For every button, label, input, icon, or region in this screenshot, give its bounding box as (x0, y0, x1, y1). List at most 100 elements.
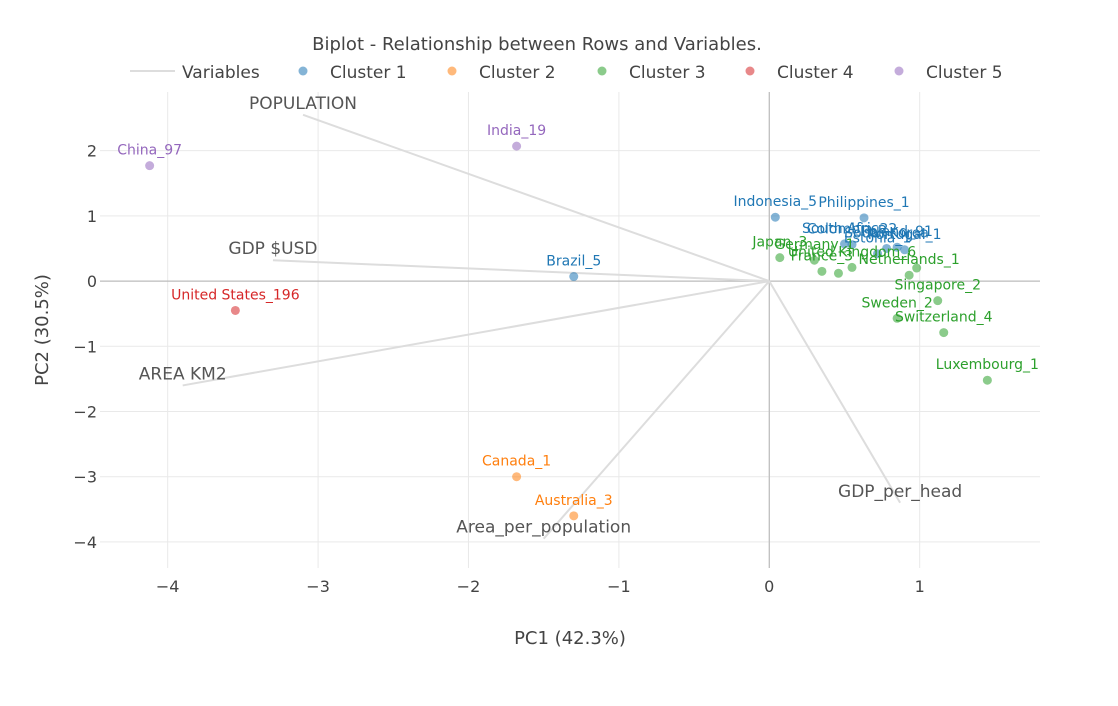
point-label: South Korea (844, 225, 929, 241)
data-point (892, 242, 902, 252)
variable-label: GDP $USD (228, 239, 317, 259)
variable-vector (182, 280, 770, 387)
data-point (904, 270, 914, 280)
data-point (775, 253, 785, 263)
y-tick-label: −4 (73, 533, 97, 552)
data-point (809, 255, 819, 265)
legend-label: Cluster 5 (926, 63, 1003, 83)
point-label: China_97 (117, 143, 182, 159)
variable-label: GDP_per_head (838, 482, 962, 502)
legend-marker-swatch (745, 66, 755, 76)
y-tick-label: 1 (87, 207, 97, 226)
legend-label: Cluster 1 (330, 63, 407, 83)
legend-marker-swatch (894, 66, 904, 76)
point-label: Germany_1 (774, 237, 854, 253)
variable-label: POPULATION (249, 94, 357, 114)
data-point (569, 272, 579, 282)
point-label: Indonesia_5 (733, 194, 817, 210)
chart-title: Biplot - Relationship between Rows and V… (312, 34, 762, 55)
point-label: South Africa (802, 221, 887, 237)
x-axis-ticks: −4 −3 −2 −1 0 1 (156, 577, 925, 596)
data-point (512, 141, 522, 151)
data-point (912, 263, 922, 273)
point-label: Luxembourg_1 (936, 357, 1039, 373)
data-point (839, 239, 849, 249)
data-point (833, 268, 843, 278)
data-point (512, 472, 522, 482)
x-tick-label: −2 (457, 577, 481, 596)
point-label: Colombia_22 (807, 222, 898, 238)
data-point (569, 511, 579, 521)
x-tick-label: −3 (306, 577, 330, 596)
data-point (230, 305, 240, 315)
y-tick-label: 2 (87, 142, 97, 161)
legend-item[interactable]: Cluster 5 (894, 63, 1003, 83)
point-label: Japan_3 (751, 235, 807, 251)
x-tick-label: −4 (156, 577, 180, 596)
data-point (817, 266, 827, 276)
y-tick-label: 0 (87, 272, 97, 291)
point-label: Sweden_2 (862, 295, 933, 311)
legend-item[interactable]: Cluster 3 (597, 63, 706, 83)
variable-vector (272, 259, 770, 283)
zero-lines (100, 92, 1040, 568)
y-axis-title: PC2 (30.5%) (32, 274, 53, 386)
point-label: Estonia_1 (844, 231, 911, 247)
point-label: Switzerland_4 (895, 310, 993, 326)
variable-vector (768, 280, 901, 504)
x-tick-label: −1 (607, 577, 631, 596)
x-axis-title: PC1 (42.3%) (514, 628, 626, 649)
data-point (847, 240, 857, 250)
data-point (770, 212, 780, 222)
data-points (145, 141, 992, 521)
data-point (847, 262, 857, 272)
legend-label: Cluster 3 (629, 63, 706, 83)
variable-vector (302, 113, 770, 283)
legend-marker-swatch (298, 66, 308, 76)
y-tick-label: −3 (73, 468, 97, 487)
legend-label: Cluster 4 (777, 63, 854, 83)
point-label: Canada_1 (482, 454, 551, 470)
data-point (892, 313, 902, 323)
point-labels: Indonesia_5 Philippines_1 Brazil_5 South Af… (117, 123, 1039, 509)
data-point (882, 243, 892, 253)
point-label: United States_196 (171, 287, 300, 303)
legend-marker-swatch (447, 66, 457, 76)
data-point (933, 296, 943, 306)
variable-label: AREA KM2 (139, 364, 227, 384)
point-label: Netherlands_1 (859, 252, 960, 268)
data-point (145, 161, 155, 171)
y-tick-label: −1 (73, 337, 97, 356)
variable-vectors (182, 113, 901, 540)
point-label: Philippines_1 (818, 195, 909, 211)
legend-item[interactable]: Cluster 4 (745, 63, 854, 83)
legend-label: Cluster 2 (479, 63, 556, 83)
y-tick-label: −2 (73, 403, 97, 422)
legend-item[interactable]: Variables (130, 63, 260, 83)
legend-item[interactable]: Cluster 2 (447, 63, 556, 83)
point-label: France_3 (791, 248, 853, 264)
variable-label: Area_per_population (456, 518, 631, 538)
data-point (900, 245, 910, 255)
legend-item[interactable]: Cluster 1 (298, 63, 407, 83)
x-tick-label: 1 (915, 577, 925, 596)
y-axis-ticks: 2 1 0 −1 −2 −3 −4 (73, 142, 97, 552)
point-label: Poland_91 (861, 224, 933, 240)
variable-vector (542, 280, 771, 540)
variable-labels: POPULATION GDP $USD AREA KM2 Area_per_popul… (139, 94, 962, 538)
point-label: United Kingdom_6 (788, 244, 916, 260)
legend[interactable]: Variables Cluster 1 Cluster 2 Cluster 3 Clus… (130, 63, 1003, 83)
x-tick-label: 0 (764, 577, 774, 596)
point-label: India_19 (487, 123, 546, 139)
point-label: Australia_3 (535, 493, 613, 509)
data-point (873, 249, 883, 259)
legend-label: Variables (182, 63, 260, 83)
data-point (982, 375, 992, 385)
point-label: Brazil_5 (546, 254, 601, 270)
data-point (859, 213, 869, 223)
legend-marker-swatch (597, 66, 607, 76)
point-label: Portugal_1 (868, 227, 942, 243)
data-point (939, 328, 949, 338)
point-label: Singapore_2 (894, 278, 981, 294)
